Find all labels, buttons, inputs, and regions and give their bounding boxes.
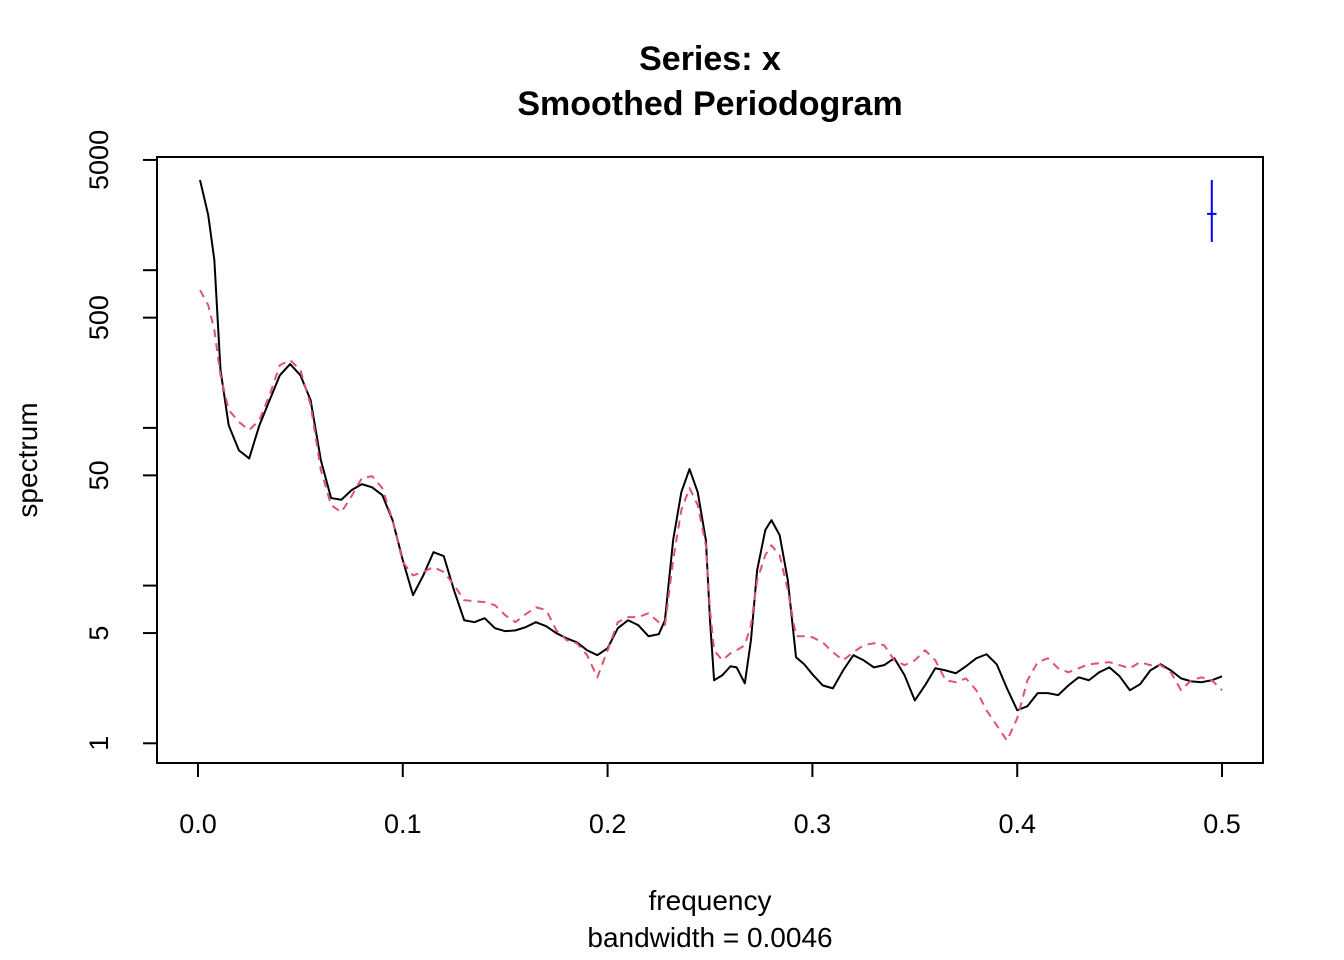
chart-subtitle: Smoothed Periodogram: [517, 85, 902, 123]
x-tick-label: 0.2: [589, 809, 627, 839]
chart-title: Series: x: [639, 40, 781, 78]
y-axis-label: spectrum: [12, 402, 43, 517]
y-tick-label: 5: [84, 626, 114, 641]
x-tick-label: 0.5: [1203, 809, 1241, 839]
x-tick-label: 0.4: [998, 809, 1036, 839]
y-tick-label: 5000: [84, 130, 114, 190]
spectrum-line: [199, 289, 1223, 742]
y-tick-label: 1: [84, 736, 114, 751]
x-axis-sublabel: bandwidth = 0.0046: [587, 922, 832, 953]
plot-frame: [156, 156, 1264, 764]
y-tick-label: 50: [84, 460, 114, 490]
x-axis-label: frequency: [649, 885, 772, 916]
spectrum-line: [199, 179, 1223, 712]
x-tick-label: 0.1: [384, 809, 422, 839]
y-tick-label: 500: [84, 295, 114, 340]
x-tick-label: 0.3: [794, 809, 832, 839]
x-tick-label: 0.0: [179, 809, 217, 839]
